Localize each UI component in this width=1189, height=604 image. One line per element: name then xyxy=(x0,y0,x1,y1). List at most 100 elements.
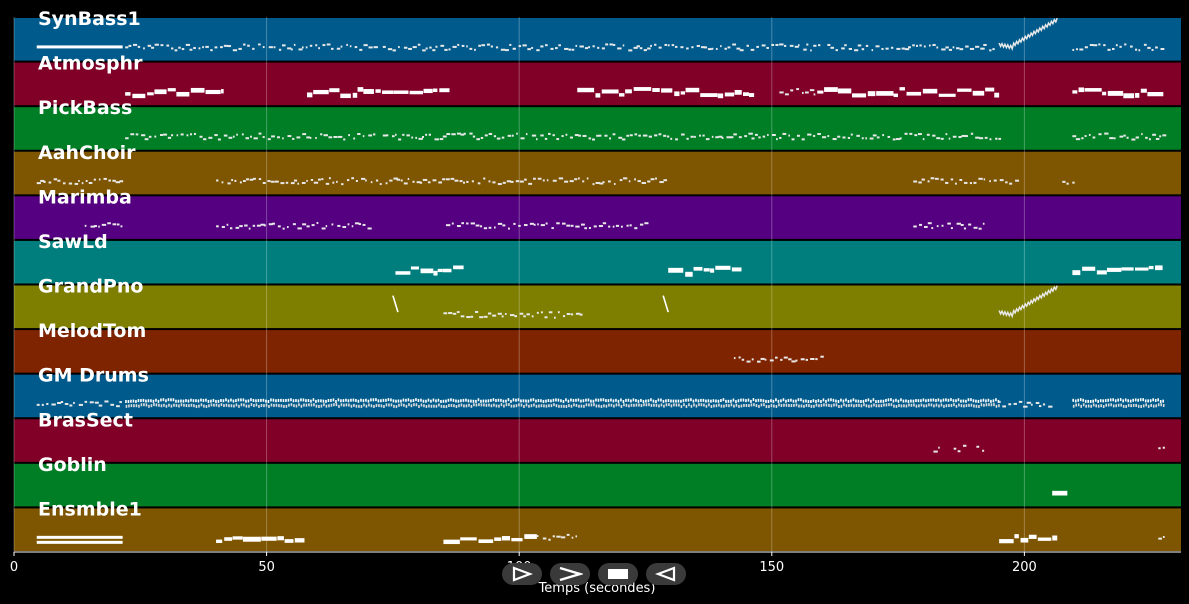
note-segment xyxy=(933,446,940,453)
note-segment xyxy=(998,285,1058,319)
note-segment xyxy=(443,310,583,319)
note-segment xyxy=(668,265,742,277)
note-segment xyxy=(1072,132,1167,141)
track-lane xyxy=(14,330,1181,373)
note-segment xyxy=(125,87,224,99)
tick-label: 0 xyxy=(10,560,18,575)
note-segment xyxy=(216,536,305,544)
tick-label: 200 xyxy=(1012,560,1037,575)
note-segment xyxy=(307,87,451,99)
track-notes xyxy=(733,355,824,363)
track-name: Atmosphr xyxy=(38,53,143,75)
stop-button[interactable] xyxy=(598,563,638,585)
track-name: GM Drums xyxy=(38,365,149,387)
track-notes xyxy=(1052,490,1068,496)
fast-forward-icon xyxy=(559,566,583,582)
note-segment xyxy=(1052,490,1068,496)
note-segment xyxy=(1158,535,1165,540)
note-segment xyxy=(392,295,399,313)
note-segment xyxy=(125,132,376,141)
note-segment xyxy=(577,87,755,99)
note-segment xyxy=(125,43,378,52)
note-segment xyxy=(746,43,821,52)
track-name: MelodTom xyxy=(38,320,146,342)
vertical-gridlines xyxy=(13,17,1025,552)
track-lane xyxy=(14,419,1181,462)
track-lane xyxy=(14,107,1181,150)
play-icon xyxy=(512,566,533,582)
note-segment xyxy=(998,17,1058,52)
track-notes xyxy=(36,17,1165,52)
track-lane xyxy=(14,240,1181,284)
note-segment xyxy=(1158,446,1165,450)
note-segment xyxy=(662,295,669,313)
note-segment xyxy=(1072,87,1164,99)
note-segment xyxy=(216,177,446,186)
track-lane xyxy=(14,196,1181,239)
note-segment xyxy=(999,534,1058,544)
track-name: SawLd xyxy=(38,231,108,253)
track-names: SynBass1 Atmosphr PickBass AahChoir Marimba S… xyxy=(38,8,149,520)
note-segment xyxy=(216,221,372,230)
tick-label: 150 xyxy=(759,560,784,575)
track-lane xyxy=(14,463,1181,507)
note-segment xyxy=(536,533,578,541)
track-lane xyxy=(14,374,1181,418)
note-segment xyxy=(395,265,464,276)
track-lane xyxy=(14,151,1181,195)
track-lane xyxy=(14,285,1181,329)
note-segment xyxy=(953,444,967,453)
note-segment xyxy=(733,355,824,363)
playback-controls xyxy=(502,563,688,587)
track-notes xyxy=(84,221,985,230)
note-segment xyxy=(382,43,744,52)
note-segment xyxy=(125,398,1000,409)
track-name: BrasSect xyxy=(38,409,133,431)
track-lane xyxy=(14,508,1181,551)
note-segment xyxy=(382,132,827,141)
note-marks xyxy=(36,17,1167,545)
stop-icon xyxy=(608,569,628,579)
note-segment xyxy=(1072,265,1163,276)
note-segment xyxy=(445,177,668,186)
play-button[interactable] xyxy=(502,563,542,585)
note-segment xyxy=(817,87,1000,98)
track-name: Ensmble1 xyxy=(38,498,142,520)
track-notes xyxy=(392,285,1058,319)
note-segment xyxy=(36,45,123,49)
track-lane xyxy=(14,18,1181,61)
track-lane xyxy=(14,62,1181,106)
track-notes xyxy=(395,265,1163,277)
note-segment xyxy=(36,400,122,408)
track-notes xyxy=(36,398,1165,409)
rewind-icon xyxy=(655,566,676,582)
track-name: PickBass xyxy=(38,97,132,119)
fast-forward-button[interactable] xyxy=(550,563,590,585)
note-segment xyxy=(999,400,1053,408)
track-name: AahChoir xyxy=(38,142,136,164)
note-segment xyxy=(827,43,995,52)
note-segment xyxy=(913,177,1019,185)
tick-label: 50 xyxy=(258,560,275,575)
note-segment xyxy=(913,222,985,230)
track-notes xyxy=(125,132,1167,141)
note-segment xyxy=(1062,180,1075,185)
track-name: Goblin xyxy=(38,454,107,476)
track-name: GrandPno xyxy=(38,276,143,298)
track-notes xyxy=(36,177,1075,186)
track-notes xyxy=(36,533,1165,545)
note-segment xyxy=(36,177,124,185)
track-name: Marimba xyxy=(38,186,132,208)
note-segment xyxy=(827,132,1002,141)
track-name: SynBass1 xyxy=(38,8,141,30)
note-segment xyxy=(1072,398,1165,409)
note-segment xyxy=(1072,43,1165,52)
note-segment xyxy=(445,222,649,230)
note-segment xyxy=(84,222,123,228)
note-segment xyxy=(36,535,123,544)
rewind-button[interactable] xyxy=(646,563,686,585)
note-segment xyxy=(443,534,537,545)
note-segment xyxy=(976,445,985,452)
track-notes xyxy=(933,444,1165,453)
